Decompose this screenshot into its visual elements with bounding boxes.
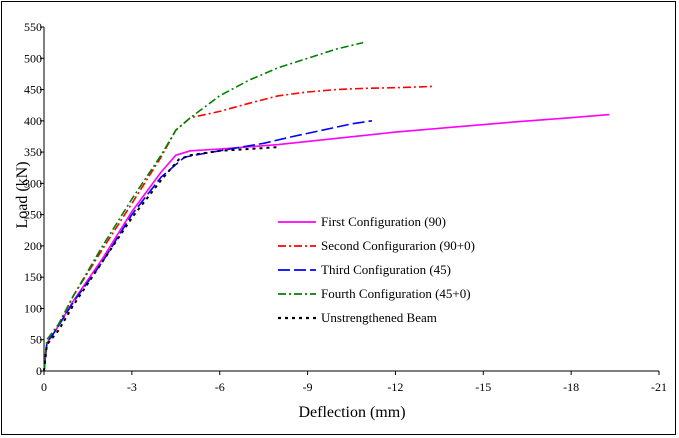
series-line-5 [43, 146, 279, 372]
y-tick-label: 250 [24, 208, 42, 222]
y-tick-label: 450 [24, 83, 42, 97]
legend-label-4: Fourth Configuration (45+0) [321, 286, 471, 301]
legend-label-1: First Configuration (90) [321, 214, 446, 229]
y-tick-label: 0 [36, 364, 42, 378]
y-axis-ticks: 0 50 100 150 200 250 300 350 400 450 500 550 [24, 20, 44, 378]
x-axis-ticks: 0 -3 -6 -9 -12 -15 -18 -21 [41, 371, 667, 394]
y-tick-label: 200 [24, 239, 42, 253]
series-lines [43, 41, 610, 372]
y-tick-label: 400 [24, 114, 42, 128]
legend-label-3: Third Configuration (45) [321, 262, 451, 277]
y-tick-label: 100 [24, 301, 42, 315]
legend: First Configuration (90) Second Configura… [278, 214, 475, 325]
x-tick-label: 0 [41, 380, 47, 394]
x-tick-label: -18 [563, 380, 579, 394]
series-line-4 [43, 41, 364, 372]
y-tick-label: 350 [24, 145, 42, 159]
x-tick-label: -9 [303, 380, 313, 394]
x-tick-label: -15 [475, 380, 491, 394]
legend-label-2: Second Configurarion (90+0) [321, 238, 475, 253]
x-tick-label: -21 [651, 380, 667, 394]
x-tick-label: -3 [127, 380, 137, 394]
legend-label-5: Unstrengthened Beam [321, 310, 437, 325]
y-tick-label: 500 [24, 51, 42, 65]
y-tick-label: 550 [24, 20, 42, 34]
y-tick-label: 50 [30, 333, 42, 347]
plot-area: 0 50 100 150 200 250 300 350 400 450 500 550 0 -3 -6 -… [24, 20, 667, 394]
y-tick-label: 150 [24, 270, 42, 284]
x-tick-label: -6 [215, 380, 225, 394]
y-axis-label: Load (kN) [14, 161, 31, 228]
x-tick-label: -12 [387, 380, 403, 394]
y-tick-label: 300 [24, 176, 42, 190]
x-axis-label: Deflection (mm) [298, 404, 405, 421]
